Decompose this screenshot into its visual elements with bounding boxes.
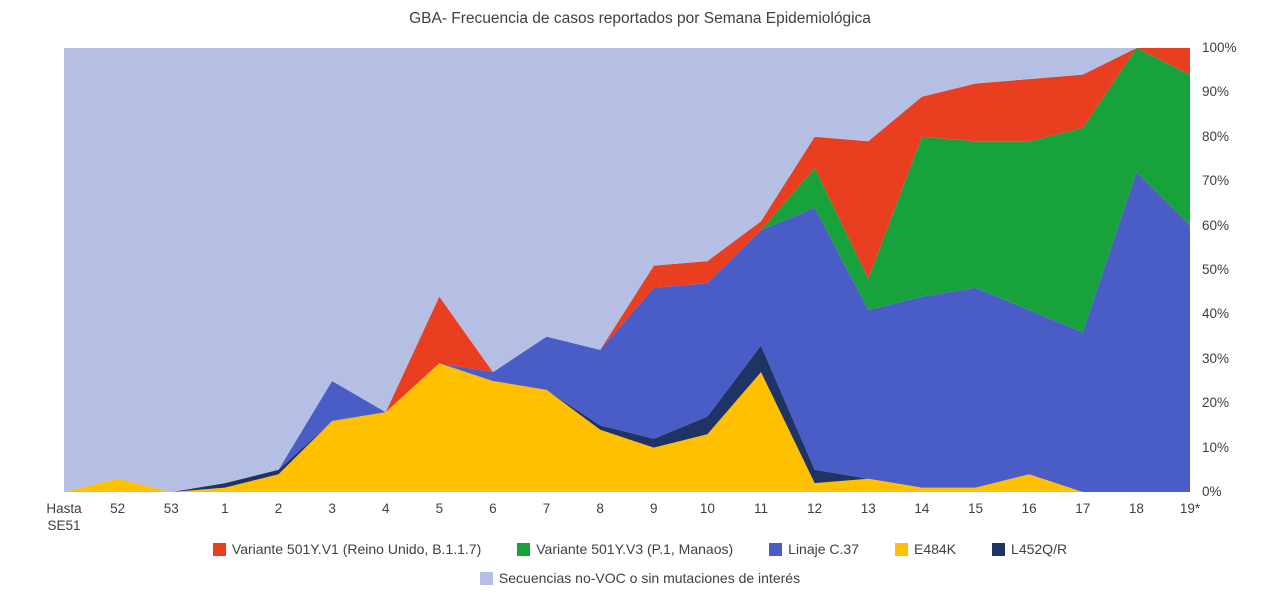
y-tick-label: 60% [1202, 217, 1230, 233]
x-tick-label: 16 [1021, 501, 1037, 516]
y-tick-label: 30% [1202, 350, 1230, 366]
x-tick-label: 9 [650, 501, 658, 516]
x-tick-label: 1 [221, 501, 229, 516]
x-tick-label: 13 [860, 501, 876, 516]
x-tick-label: 11 [754, 501, 769, 516]
area-series-variante-501y-v3-p-1-manaos [64, 48, 1190, 492]
y-tick-label: 20% [1202, 395, 1230, 411]
x-tick-label: 15 [968, 501, 984, 516]
legend-item: L452Q/R [992, 541, 1067, 557]
y-tick-label: 80% [1202, 128, 1230, 144]
x-tick-label: 8 [596, 501, 604, 516]
plot-area [64, 48, 1190, 492]
legend-item: Secuencias no-VOC o sin mutaciones de in… [479, 570, 801, 586]
legend-swatch-e484k_yellow [894, 542, 908, 556]
chart-title: GBA- Frecuencia de casos reportados por … [409, 10, 871, 27]
area-series-linaje-c-37 [64, 172, 1190, 492]
y-tick-label: 40% [1202, 306, 1230, 322]
area-series-variante-501y-v1-reino-unido-b-1-1-7 [64, 48, 1190, 492]
y-tick-label: 0% [1202, 484, 1222, 499]
legend-swatch-l452_navy [992, 542, 1006, 556]
area-series-secuencias-no-voc-o-sin-mutaciones-de-inter-s [64, 48, 1190, 492]
x-tick-label: 18 [1128, 501, 1144, 516]
x-tick-label: 52 [110, 501, 126, 516]
x-tick-label: 5 [435, 501, 444, 516]
x-tick-label: 12 [807, 501, 823, 516]
x-tick-label: 17 [1075, 501, 1091, 516]
x-tick-label: 7 [542, 501, 551, 516]
legend-swatch-v1_red [212, 542, 226, 556]
legend-label: Variante 501Y.V3 (P.1, Manaos) [536, 541, 734, 557]
x-tick-label: 53 [163, 501, 179, 516]
y-tick-label: 70% [1202, 173, 1230, 189]
x-tick-label: 10 [699, 501, 715, 516]
legend-label: Linaje C.37 [788, 541, 859, 557]
y-tick-label: 10% [1202, 439, 1230, 455]
x-tick-label: 3 [328, 501, 336, 516]
legend-label: Variante 501Y.V1 (Reino Unido, B.1.1.7) [231, 541, 482, 557]
y-tick-label: 90% [1202, 84, 1230, 100]
legend-row-2: Secuencias no-VOC o sin mutaciones de in… [0, 570, 1280, 586]
x-tick-label: 19* [1179, 501, 1201, 516]
legend-item: Linaje C.37 [769, 541, 859, 557]
x-tick-label: 2 [274, 501, 283, 516]
legend-swatch-novoc_lavender [479, 571, 493, 585]
y-tick-label: 50% [1202, 262, 1230, 277]
legend-item: E484K [894, 541, 957, 557]
legend-swatch-c37_blue [769, 542, 783, 556]
x-tick-label: Hasta SE51 [46, 501, 82, 533]
legend-label: E484K [913, 541, 957, 557]
legend-item: Variante 501Y.V1 (Reino Unido, B.1.1.7) [212, 541, 482, 557]
stacked-area-chart [64, 48, 1190, 492]
area-series-e484k [64, 363, 1190, 492]
x-tick-label: 4 [381, 501, 390, 516]
legend-label: L452Q/R [1011, 541, 1068, 557]
x-tick-label: 6 [489, 501, 497, 516]
legend-row-1: Variante 501Y.V1 (Reino Unido, B.1.1.7) V… [0, 541, 1280, 557]
legend-item: Variante 501Y.V3 (P.1, Manaos) [517, 541, 733, 557]
x-tick-label: 14 [914, 501, 930, 516]
y-tick-label: 100% [1202, 40, 1237, 55]
legend-label: Secuencias no-VOC o sin mutaciones de in… [498, 570, 801, 586]
legend-swatch-v3_green [517, 542, 531, 556]
